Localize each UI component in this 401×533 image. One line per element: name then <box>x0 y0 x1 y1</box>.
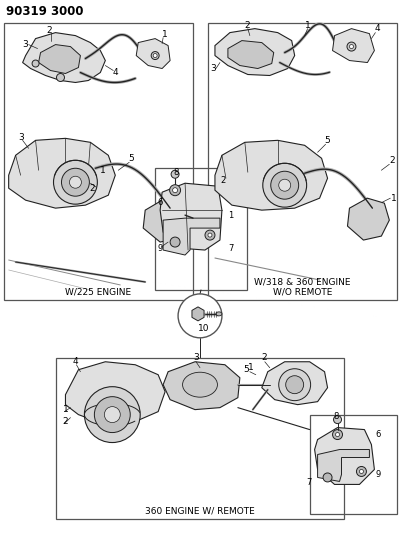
Polygon shape <box>262 362 328 405</box>
Text: 2: 2 <box>220 176 225 185</box>
Polygon shape <box>228 41 274 69</box>
Text: 4: 4 <box>73 357 78 366</box>
Ellipse shape <box>216 312 222 316</box>
Text: W/O REMOTE: W/O REMOTE <box>273 287 332 296</box>
Circle shape <box>153 53 157 58</box>
Circle shape <box>84 386 140 442</box>
Circle shape <box>61 168 89 196</box>
Text: 7: 7 <box>228 244 233 253</box>
Text: 1: 1 <box>305 21 310 30</box>
Text: 2: 2 <box>262 353 267 362</box>
Circle shape <box>208 233 212 237</box>
Text: 10: 10 <box>198 325 210 333</box>
Polygon shape <box>136 38 170 69</box>
Circle shape <box>205 230 215 240</box>
Polygon shape <box>192 307 204 321</box>
Circle shape <box>336 433 340 437</box>
Circle shape <box>170 185 180 196</box>
Polygon shape <box>65 362 165 425</box>
Circle shape <box>263 163 307 207</box>
Circle shape <box>104 407 120 423</box>
Text: 6: 6 <box>375 430 381 439</box>
Text: 1: 1 <box>228 211 233 220</box>
Circle shape <box>170 237 180 247</box>
Bar <box>208 22 397 300</box>
Text: 2: 2 <box>47 26 52 35</box>
Text: 8: 8 <box>334 412 339 421</box>
Text: W/225 ENGINE: W/225 ENGINE <box>65 287 132 296</box>
Text: 8: 8 <box>173 168 179 177</box>
Text: 2: 2 <box>90 184 95 193</box>
Circle shape <box>347 42 356 51</box>
Circle shape <box>94 397 130 433</box>
Bar <box>4 22 193 300</box>
Polygon shape <box>22 33 105 83</box>
Polygon shape <box>160 183 222 250</box>
Circle shape <box>32 60 39 67</box>
Circle shape <box>178 294 222 338</box>
Circle shape <box>279 369 311 401</box>
Polygon shape <box>215 140 328 210</box>
Text: 7: 7 <box>306 478 312 487</box>
Polygon shape <box>143 200 185 242</box>
Circle shape <box>69 176 81 188</box>
Polygon shape <box>332 29 375 62</box>
Text: 9: 9 <box>157 244 162 253</box>
Text: 360 ENGINE W/ REMOTE: 360 ENGINE W/ REMOTE <box>145 507 255 516</box>
Text: 5: 5 <box>324 136 330 145</box>
Ellipse shape <box>182 372 217 397</box>
Polygon shape <box>163 362 240 410</box>
Polygon shape <box>38 45 81 74</box>
Circle shape <box>172 188 178 193</box>
Text: 3: 3 <box>18 133 24 142</box>
Text: 5: 5 <box>128 154 134 163</box>
Text: 2: 2 <box>389 156 395 165</box>
Text: 1: 1 <box>162 30 168 39</box>
Text: 1: 1 <box>248 363 253 372</box>
Text: 3: 3 <box>22 40 28 49</box>
Polygon shape <box>9 139 115 208</box>
Circle shape <box>356 466 367 477</box>
Polygon shape <box>315 427 375 484</box>
Text: 5: 5 <box>243 365 249 374</box>
Text: 9: 9 <box>375 470 381 479</box>
Polygon shape <box>318 449 369 481</box>
Bar <box>55 358 344 519</box>
Text: 3: 3 <box>210 64 216 73</box>
Text: 2: 2 <box>63 417 68 426</box>
Bar <box>155 168 247 290</box>
Circle shape <box>350 45 353 49</box>
Circle shape <box>332 430 342 440</box>
Circle shape <box>323 473 332 482</box>
Polygon shape <box>215 29 295 76</box>
Text: 3: 3 <box>193 353 199 362</box>
Circle shape <box>271 171 299 199</box>
Text: 1: 1 <box>63 405 68 414</box>
Text: 6: 6 <box>157 198 162 207</box>
Polygon shape <box>163 218 220 255</box>
Circle shape <box>359 470 363 473</box>
Bar <box>310 415 397 514</box>
Text: 4: 4 <box>112 68 118 77</box>
Circle shape <box>171 170 179 178</box>
Text: 90319 3000: 90319 3000 <box>6 5 83 18</box>
Text: 4: 4 <box>375 24 380 33</box>
Text: 1: 1 <box>99 166 105 175</box>
Text: W/318 & 360 ENGINE: W/318 & 360 ENGINE <box>254 278 351 286</box>
Circle shape <box>53 160 97 204</box>
Text: 1: 1 <box>391 193 397 203</box>
Text: 2: 2 <box>245 21 251 30</box>
Circle shape <box>279 179 291 191</box>
Circle shape <box>57 74 65 82</box>
Circle shape <box>286 376 304 394</box>
Circle shape <box>334 416 342 424</box>
Polygon shape <box>348 198 389 240</box>
Circle shape <box>151 52 159 60</box>
